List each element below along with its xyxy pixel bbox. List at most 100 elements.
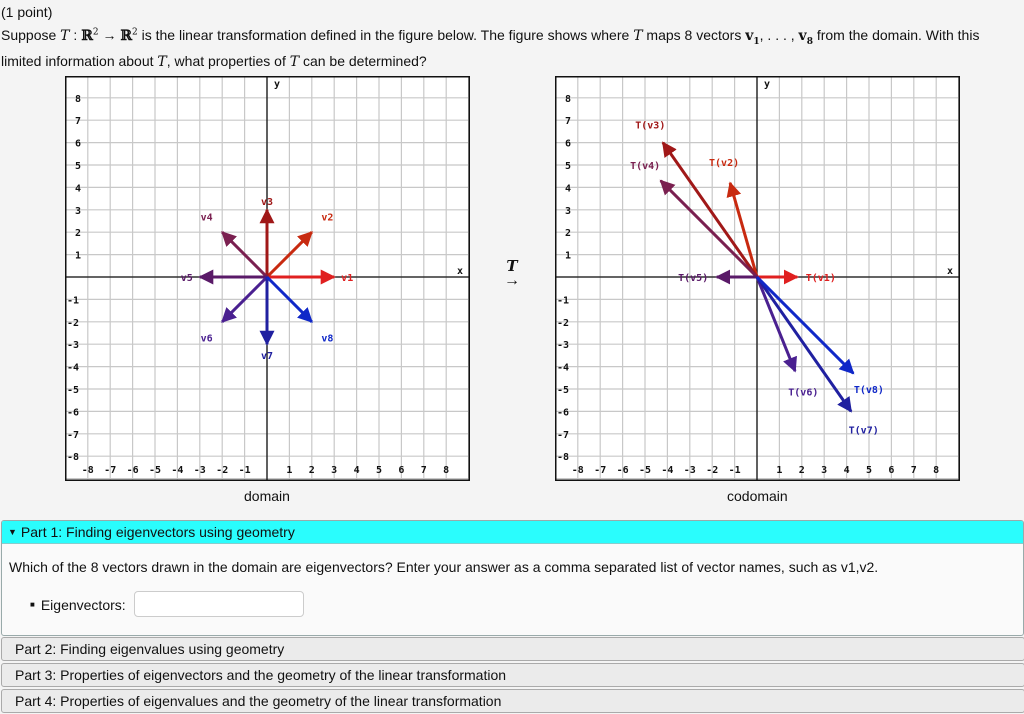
svg-text:T(v3): T(v3) — [635, 121, 665, 132]
svg-text:y: y — [764, 79, 770, 90]
svg-text:-3: -3 — [194, 465, 206, 476]
svg-text:3: 3 — [565, 206, 571, 217]
svg-text:-6: -6 — [67, 407, 79, 418]
svg-text:-5: -5 — [557, 385, 569, 396]
transformation-arrow: T → — [497, 258, 527, 289]
svg-text:-1: -1 — [557, 295, 569, 306]
points-label: (1 point) — [1, 4, 53, 20]
svg-text:7: 7 — [911, 465, 917, 476]
svg-text:8: 8 — [565, 94, 571, 105]
svg-text:1: 1 — [286, 465, 292, 476]
intro-line-2: limited information about T, what proper… — [1, 53, 427, 71]
svg-text:-4: -4 — [171, 465, 183, 476]
svg-text:6: 6 — [75, 139, 81, 150]
svg-text:3: 3 — [331, 465, 337, 476]
svg-text:4: 4 — [844, 465, 850, 476]
svg-text:v6: v6 — [201, 333, 213, 344]
svg-text:T(v6): T(v6) — [788, 387, 818, 398]
svg-text:2: 2 — [565, 228, 571, 239]
domain-caption: domain — [244, 488, 290, 504]
svg-text:v8: v8 — [321, 333, 333, 344]
svg-text:-3: -3 — [557, 340, 569, 351]
svg-text:y: y — [274, 79, 280, 90]
part-4-header[interactable]: Part 4: Properties of eigenvalues and th… — [1, 689, 1024, 713]
svg-text:-2: -2 — [67, 318, 79, 329]
svg-text:v5: v5 — [181, 273, 193, 284]
svg-text:-5: -5 — [67, 385, 79, 396]
svg-text:-2: -2 — [557, 318, 569, 329]
svg-text:3: 3 — [75, 206, 81, 217]
svg-text:-5: -5 — [639, 465, 651, 476]
svg-text:-3: -3 — [684, 465, 696, 476]
domain-plot: y x 1 -1 1 -1 2 -2 2 -2 3 -3 3 -3 4 -4 4 -4 5 -5 5 -5 6 -6 6 -6 7 -… — [65, 76, 470, 481]
svg-text:-4: -4 — [661, 465, 673, 476]
vector-tv6 — [755, 276, 797, 373]
svg-text:5: 5 — [75, 161, 81, 172]
svg-text:1: 1 — [565, 251, 571, 262]
svg-text:-3: -3 — [67, 340, 79, 351]
svg-text:8: 8 — [933, 465, 939, 476]
svg-text:6: 6 — [398, 465, 404, 476]
svg-text:x: x — [457, 266, 463, 277]
svg-text:6: 6 — [888, 465, 894, 476]
right-arrow-icon: → — [504, 272, 520, 289]
svg-text:-1: -1 — [729, 465, 741, 476]
part-2-header[interactable]: Part 2: Finding eigenvalues using geomet… — [1, 637, 1024, 661]
svg-text:v3: v3 — [261, 197, 273, 208]
bullet-icon: ■ — [30, 600, 35, 609]
svg-text:T(v8): T(v8) — [854, 385, 884, 396]
svg-text:T(v2): T(v2) — [709, 158, 739, 169]
intro-line-1: Suppose T : ℝ2 → ℝ2 is the linear transf… — [1, 26, 980, 47]
svg-text:-8: -8 — [82, 465, 94, 476]
vector-v8 — [265, 275, 313, 323]
svg-text:-8: -8 — [67, 452, 79, 463]
part-1-header[interactable]: ▼ Part 1: Finding eigenvectors using geom… — [2, 521, 1023, 544]
svg-text:-6: -6 — [127, 465, 139, 476]
svg-text:2: 2 — [799, 465, 805, 476]
svg-text:1: 1 — [776, 465, 782, 476]
svg-text:5: 5 — [565, 161, 571, 172]
svg-text:-6: -6 — [617, 465, 629, 476]
svg-text:4: 4 — [354, 465, 360, 476]
svg-text:-8: -8 — [572, 465, 584, 476]
svg-text:2: 2 — [75, 228, 81, 239]
svg-text:v7: v7 — [261, 351, 273, 362]
svg-text:2: 2 — [309, 465, 315, 476]
vector-tv2 — [726, 181, 759, 278]
svg-text:5: 5 — [376, 465, 382, 476]
part-3-header[interactable]: Part 3: Properties of eigenvectors and t… — [1, 663, 1024, 687]
svg-text:3: 3 — [821, 465, 827, 476]
svg-text:8: 8 — [443, 465, 449, 476]
svg-text:-7: -7 — [557, 430, 569, 441]
vector-v4 — [221, 231, 269, 279]
vector-v2 — [265, 231, 313, 279]
svg-text:-7: -7 — [67, 430, 79, 441]
problem-intro: (1 point) Suppose T : ℝ2 → ℝ2 is the lin… — [1, 2, 1021, 72]
svg-text:5: 5 — [866, 465, 872, 476]
svg-text:v1: v1 — [341, 273, 353, 284]
eigenvectors-input[interactable] — [134, 591, 304, 617]
svg-text:8: 8 — [75, 94, 81, 105]
eigenvectors-label: ■ Eigenvectors: — [30, 597, 126, 613]
svg-text:-5: -5 — [149, 465, 161, 476]
svg-text:v4: v4 — [201, 213, 213, 224]
svg-text:-8: -8 — [557, 452, 569, 463]
vector-tv8 — [755, 275, 855, 375]
svg-text:-4: -4 — [557, 363, 569, 374]
svg-text:-4: -4 — [67, 363, 79, 374]
codomain-caption: codomain — [727, 488, 788, 504]
svg-text:-7: -7 — [594, 465, 606, 476]
vector-tv7 — [755, 276, 853, 413]
svg-text:7: 7 — [75, 116, 81, 127]
svg-text:T(v7): T(v7) — [849, 425, 879, 436]
svg-text:7: 7 — [565, 116, 571, 127]
svg-text:-7: -7 — [104, 465, 116, 476]
vector-v6 — [221, 275, 269, 323]
svg-text:x: x — [947, 266, 953, 277]
codomain-plot: y x 1 -1 1 -1 2 -2 2 -2 3 -3 3 -3 4 -4 4 -4 5 -5 5 -5 6 -6 6 -6 7 -… — [555, 76, 960, 481]
vector-tv3 — [661, 141, 759, 278]
svg-text:4: 4 — [75, 183, 81, 194]
svg-text:-2: -2 — [216, 465, 228, 476]
vector-tv4 — [659, 179, 759, 279]
svg-text:-6: -6 — [557, 407, 569, 418]
